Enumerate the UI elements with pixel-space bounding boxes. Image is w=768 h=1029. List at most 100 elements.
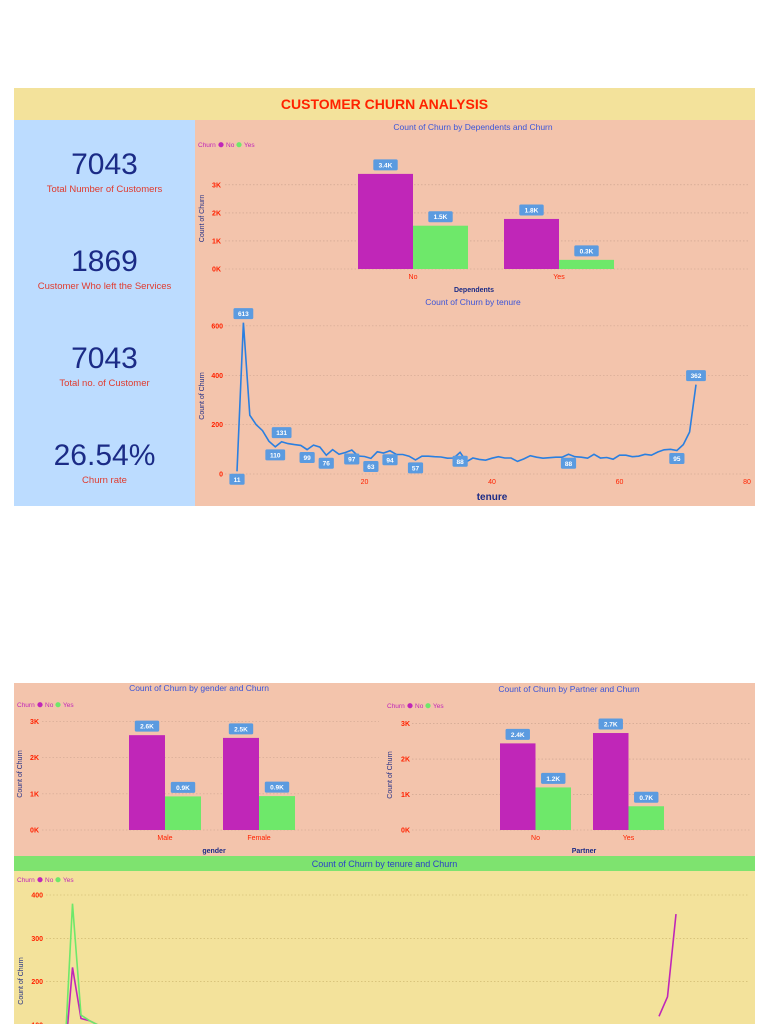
y-tick-label: 600 bbox=[211, 323, 223, 330]
point-value-label-bg bbox=[271, 427, 292, 439]
bar-value-label: 0.9K bbox=[176, 785, 190, 792]
point-value-label: 362 bbox=[691, 373, 702, 380]
y-tick-label: 2K bbox=[30, 755, 39, 762]
bar-value-label: 0.7K bbox=[639, 795, 653, 802]
x-axis-label: gender bbox=[202, 848, 226, 855]
gender-bar-chart: Count of Churn by gender and Churn Churn N… bbox=[17, 683, 379, 855]
chart-title: Count of Churn by Dependents and Churn bbox=[393, 122, 553, 132]
chart-title: Count of Churn by Partner and Churn bbox=[498, 684, 640, 694]
bar-value-label-bg bbox=[634, 791, 659, 803]
legend-yes-marker bbox=[425, 703, 431, 709]
y-axis-label: Count of Churn bbox=[18, 957, 25, 1005]
bar-no-no bbox=[358, 173, 413, 269]
bar-no-male bbox=[129, 735, 165, 830]
bar-value-label-bg bbox=[264, 781, 290, 793]
kpi-label: Churn rate bbox=[82, 475, 127, 486]
bar-value-label: 1.5K bbox=[434, 214, 448, 221]
point-value-label: 97 bbox=[348, 457, 356, 464]
bar-value-label-bg bbox=[505, 728, 530, 740]
y-axis-label: Count of Churn bbox=[387, 751, 394, 799]
bar-value-label-bg bbox=[373, 159, 398, 171]
y-tick-label: 200 bbox=[31, 979, 43, 986]
dashboard-title: CUSTOMER CHURN ANALYSIS bbox=[14, 88, 755, 120]
tenure-churn-series-yes bbox=[65, 903, 107, 1029]
point-value-label: 88 bbox=[565, 461, 573, 468]
y-tick-label: 1K bbox=[401, 792, 410, 799]
point-value-label-bg bbox=[265, 449, 286, 461]
legend-yes-label: Yes bbox=[244, 142, 255, 149]
legend-no-marker bbox=[407, 703, 413, 709]
bar-yes-no bbox=[535, 787, 571, 830]
y-axis-label: Count of Churn bbox=[199, 372, 206, 420]
tenure-churn-series-no bbox=[66, 967, 107, 1029]
bar-value-label: 2.6K bbox=[140, 724, 154, 731]
bar-value-label: 2.4K bbox=[511, 732, 525, 739]
kpi-churn-rate: 26.54% Churn rate bbox=[14, 439, 195, 486]
point-value-label: 94 bbox=[386, 457, 394, 464]
bar-value-label-bg bbox=[428, 211, 453, 223]
point-value-label: 110 bbox=[270, 452, 281, 459]
bar-yes-yes bbox=[559, 259, 614, 269]
y-tick-label: 1K bbox=[212, 238, 221, 245]
point-value-label: 95 bbox=[673, 456, 681, 463]
point-value-label: 613 bbox=[238, 311, 249, 318]
x-axis-label: Dependents bbox=[454, 287, 494, 294]
bar-value-label: 3.4K bbox=[379, 162, 393, 169]
point-value-label-bg bbox=[560, 457, 577, 469]
y-tick-label: 400 bbox=[211, 373, 223, 380]
point-value-label-bg bbox=[686, 370, 706, 382]
x-axis-label: tenure bbox=[477, 492, 508, 503]
legend-title: Churn bbox=[17, 877, 35, 884]
point-value-label: 76 bbox=[323, 461, 331, 468]
point-value-label-bg bbox=[299, 452, 315, 464]
bar-yes-yes bbox=[628, 806, 664, 830]
bar-value-label: 1.2K bbox=[546, 776, 560, 783]
bar-value-label-bg bbox=[228, 723, 254, 735]
kpi-panel: 7043 Total Number of Customers 1869 Cust… bbox=[14, 120, 195, 506]
point-value-label-bg bbox=[407, 462, 424, 474]
x-tick-label: Yes bbox=[553, 274, 565, 281]
y-tick-label: 200 bbox=[211, 422, 223, 429]
legend-title: Churn bbox=[17, 702, 35, 709]
tenure-line-chart: Count of Churn by tenure0200400600020406… bbox=[199, 297, 751, 503]
legend-yes-marker bbox=[55, 702, 61, 708]
kpi-value: 7043 bbox=[71, 148, 138, 181]
y-tick-label: 400 bbox=[31, 893, 43, 900]
legend-no-label: No bbox=[226, 142, 235, 149]
legend-yes-label: Yes bbox=[63, 877, 74, 884]
point-value-label: 99 bbox=[304, 455, 312, 462]
tenure-churn-panel: ChurnNoYes100200300400Count of Churn bbox=[14, 871, 755, 1029]
tenure-churn-line-chart: ChurnNoYes100200300400Count of Churn bbox=[17, 877, 749, 1029]
tenure-churn-title: Count of Churn by tenure and Churn bbox=[14, 856, 755, 871]
kpi-value: 1869 bbox=[71, 245, 138, 278]
bar-yes-female bbox=[259, 796, 295, 830]
x-tick-label: Yes bbox=[623, 835, 635, 842]
bar-value-label-bg bbox=[574, 245, 599, 257]
x-tick-label: 80 bbox=[743, 479, 751, 486]
legend-no-marker bbox=[218, 142, 224, 148]
kpi-value: 7043 bbox=[71, 342, 138, 375]
point-value-label: 88 bbox=[457, 459, 465, 466]
bar-value-label-bg bbox=[541, 772, 566, 784]
partner-chart-panel: Count of Churn by Partner and Churn Churn… bbox=[384, 683, 755, 856]
kpi-label: Customer Who left the Services bbox=[37, 281, 172, 292]
legend-yes-label: Yes bbox=[63, 702, 74, 709]
y-axis-label: Count of Churn bbox=[17, 750, 24, 798]
point-value-label-bg bbox=[233, 308, 254, 320]
x-axis-label: Partner bbox=[572, 848, 597, 855]
legend-yes-marker bbox=[236, 142, 242, 148]
legend-yes-label: Yes bbox=[433, 703, 444, 710]
x-tick-label: 40 bbox=[488, 479, 496, 486]
bar-yes-male bbox=[165, 796, 201, 830]
bar-value-label: 1.8K bbox=[525, 207, 539, 214]
x-tick-label: No bbox=[531, 835, 540, 842]
legend-no-label: No bbox=[45, 877, 54, 884]
top-charts-panel: Count of Churn by Dependents and Churn Ch… bbox=[195, 120, 755, 506]
point-value-label-bg bbox=[669, 453, 685, 465]
point-value-label: 131 bbox=[276, 430, 287, 437]
point-value-label: 63 bbox=[367, 464, 375, 471]
bar-value-label: 2.5K bbox=[234, 726, 248, 733]
x-tick-label: No bbox=[409, 274, 418, 281]
legend-no-marker bbox=[37, 877, 43, 883]
y-tick-label: 3K bbox=[401, 721, 410, 728]
